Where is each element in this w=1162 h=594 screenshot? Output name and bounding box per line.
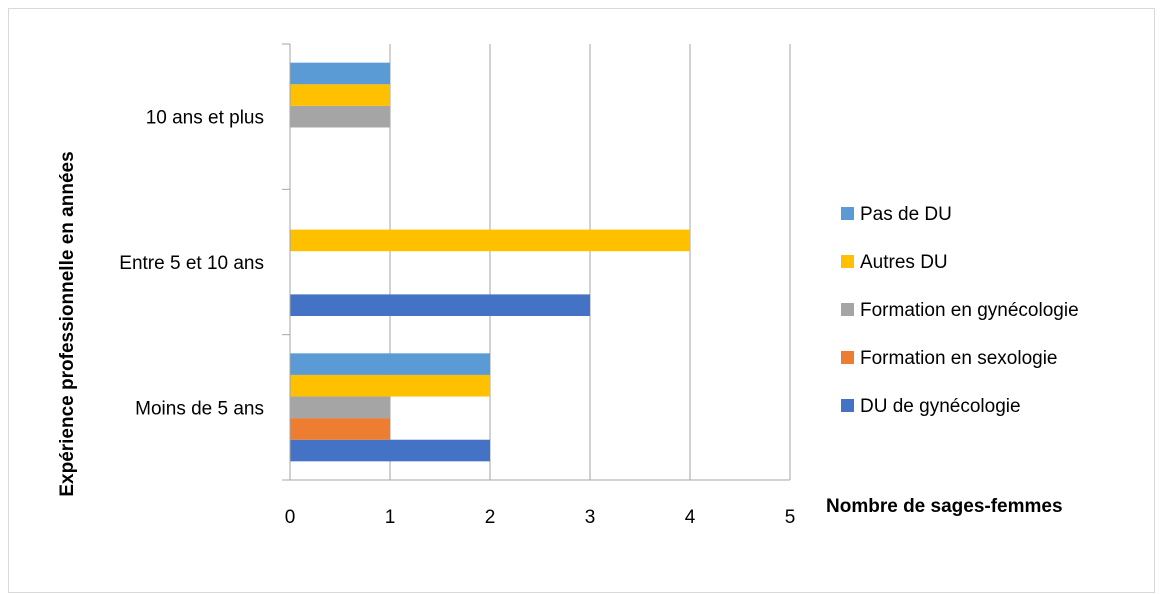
bar	[290, 294, 590, 316]
y-tick-label: Moins de 5 ans	[135, 398, 264, 419]
grid-lines	[389, 44, 791, 480]
bar	[290, 229, 690, 252]
y-tick-label: Entre 5 et 10 ans	[119, 253, 264, 274]
y-axis-title: Expérience professionnelle en années	[57, 151, 78, 496]
legend-label: DU de gynécologie	[860, 396, 1021, 417]
bar	[290, 105, 390, 128]
x-axis-title: Nombre de sages-femmes	[826, 496, 1063, 517]
bar	[290, 396, 390, 419]
x-tick-label: 5	[785, 507, 796, 528]
legend-label: Formation en sexologie	[860, 348, 1058, 369]
bar	[290, 353, 490, 375]
legend-swatch	[841, 303, 854, 316]
legend-swatch	[841, 399, 854, 412]
y-tick-labels: Moins de 5 ans Entre 5 et 10 ans 10 ans et…	[119, 108, 264, 420]
x-tick-label: 2	[485, 507, 496, 528]
legend-swatch	[841, 255, 854, 268]
legend-swatch	[841, 351, 854, 364]
legend-label: Autres DU	[860, 252, 948, 273]
bar	[290, 418, 390, 440]
bars	[290, 62, 690, 462]
legend: Pas de DU Autres DU Formation en gynécolog…	[841, 204, 1079, 417]
x-tick-labels: 0 1 2 3 4 5	[285, 507, 796, 528]
x-tick-label: 3	[585, 507, 596, 528]
legend-label: Pas de DU	[860, 204, 952, 225]
y-tick-label: 10 ans et plus	[146, 108, 264, 129]
legend-swatch	[841, 207, 854, 220]
legend-label: Formation en gynécologie	[860, 300, 1079, 321]
bar	[290, 84, 390, 106]
bar	[290, 62, 390, 85]
axes	[282, 43, 790, 481]
bar	[290, 439, 490, 462]
x-tick-label: 0	[285, 507, 296, 528]
x-tick-label: 4	[685, 507, 696, 528]
bar	[290, 374, 490, 397]
x-tick-label: 1	[385, 507, 396, 528]
